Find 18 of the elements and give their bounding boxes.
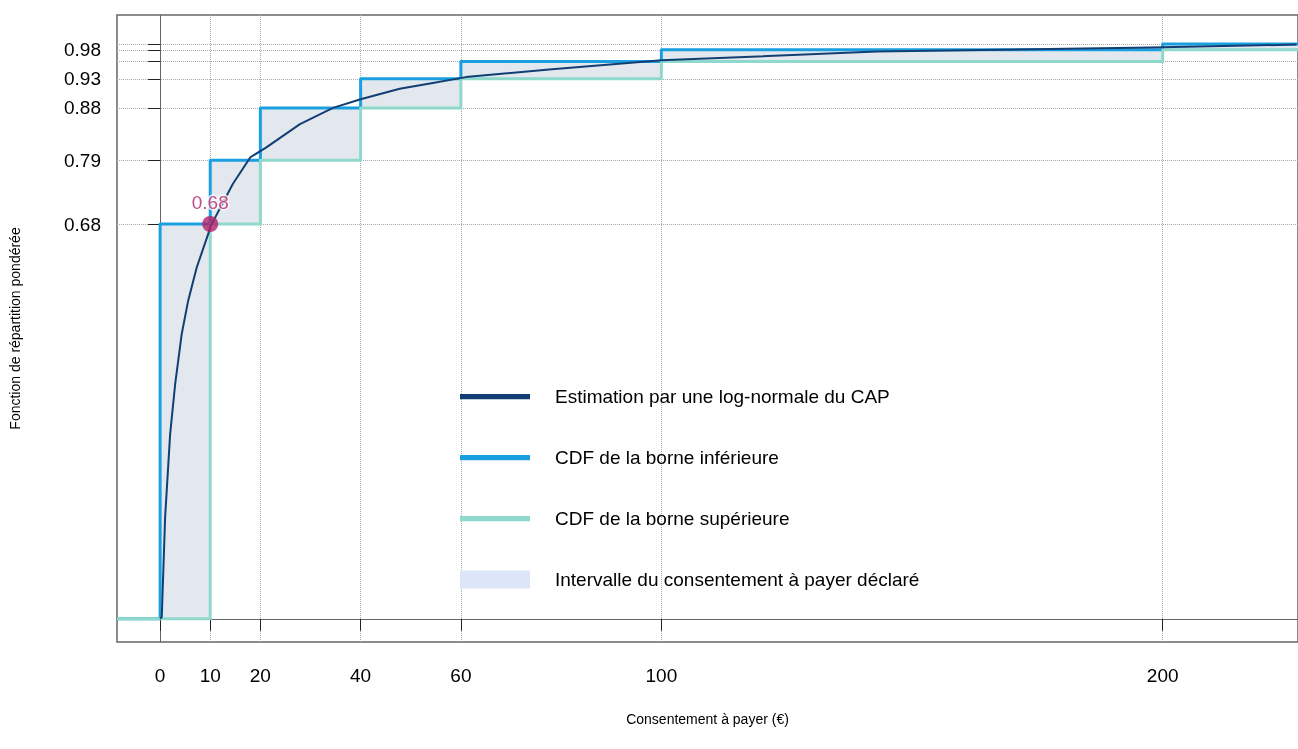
x-tick-label: 200 [1146,665,1179,686]
legend-label: Estimation par une log-normale du CAP [555,386,890,407]
legend-label: CDF de la borne inférieure [555,447,779,468]
y-tick-label: 0.68 [64,213,101,235]
y-tick-label: 0.79 [64,149,101,171]
x-tick-label: 10 [199,665,221,686]
y-tick-label: 0.93 [64,68,101,90]
x-tick-label: 40 [350,665,372,686]
legend-label: Intervalle du consentement à payer déclaré [555,569,920,590]
y-tick-label: 0.98 [64,39,101,61]
x-tick-label: 100 [645,665,678,686]
x-tick-label: 60 [450,665,472,686]
x-axis-title: Consentement à payer (€) [626,711,789,727]
x-tick-label: 0 [154,665,166,686]
y-tick-label: 0.88 [64,97,101,119]
y-axis-title: Fonction de répartition pondérée [7,227,23,430]
x-tick-label: 20 [249,665,271,686]
legend-label: CDF de la borne supérieure [555,508,790,529]
